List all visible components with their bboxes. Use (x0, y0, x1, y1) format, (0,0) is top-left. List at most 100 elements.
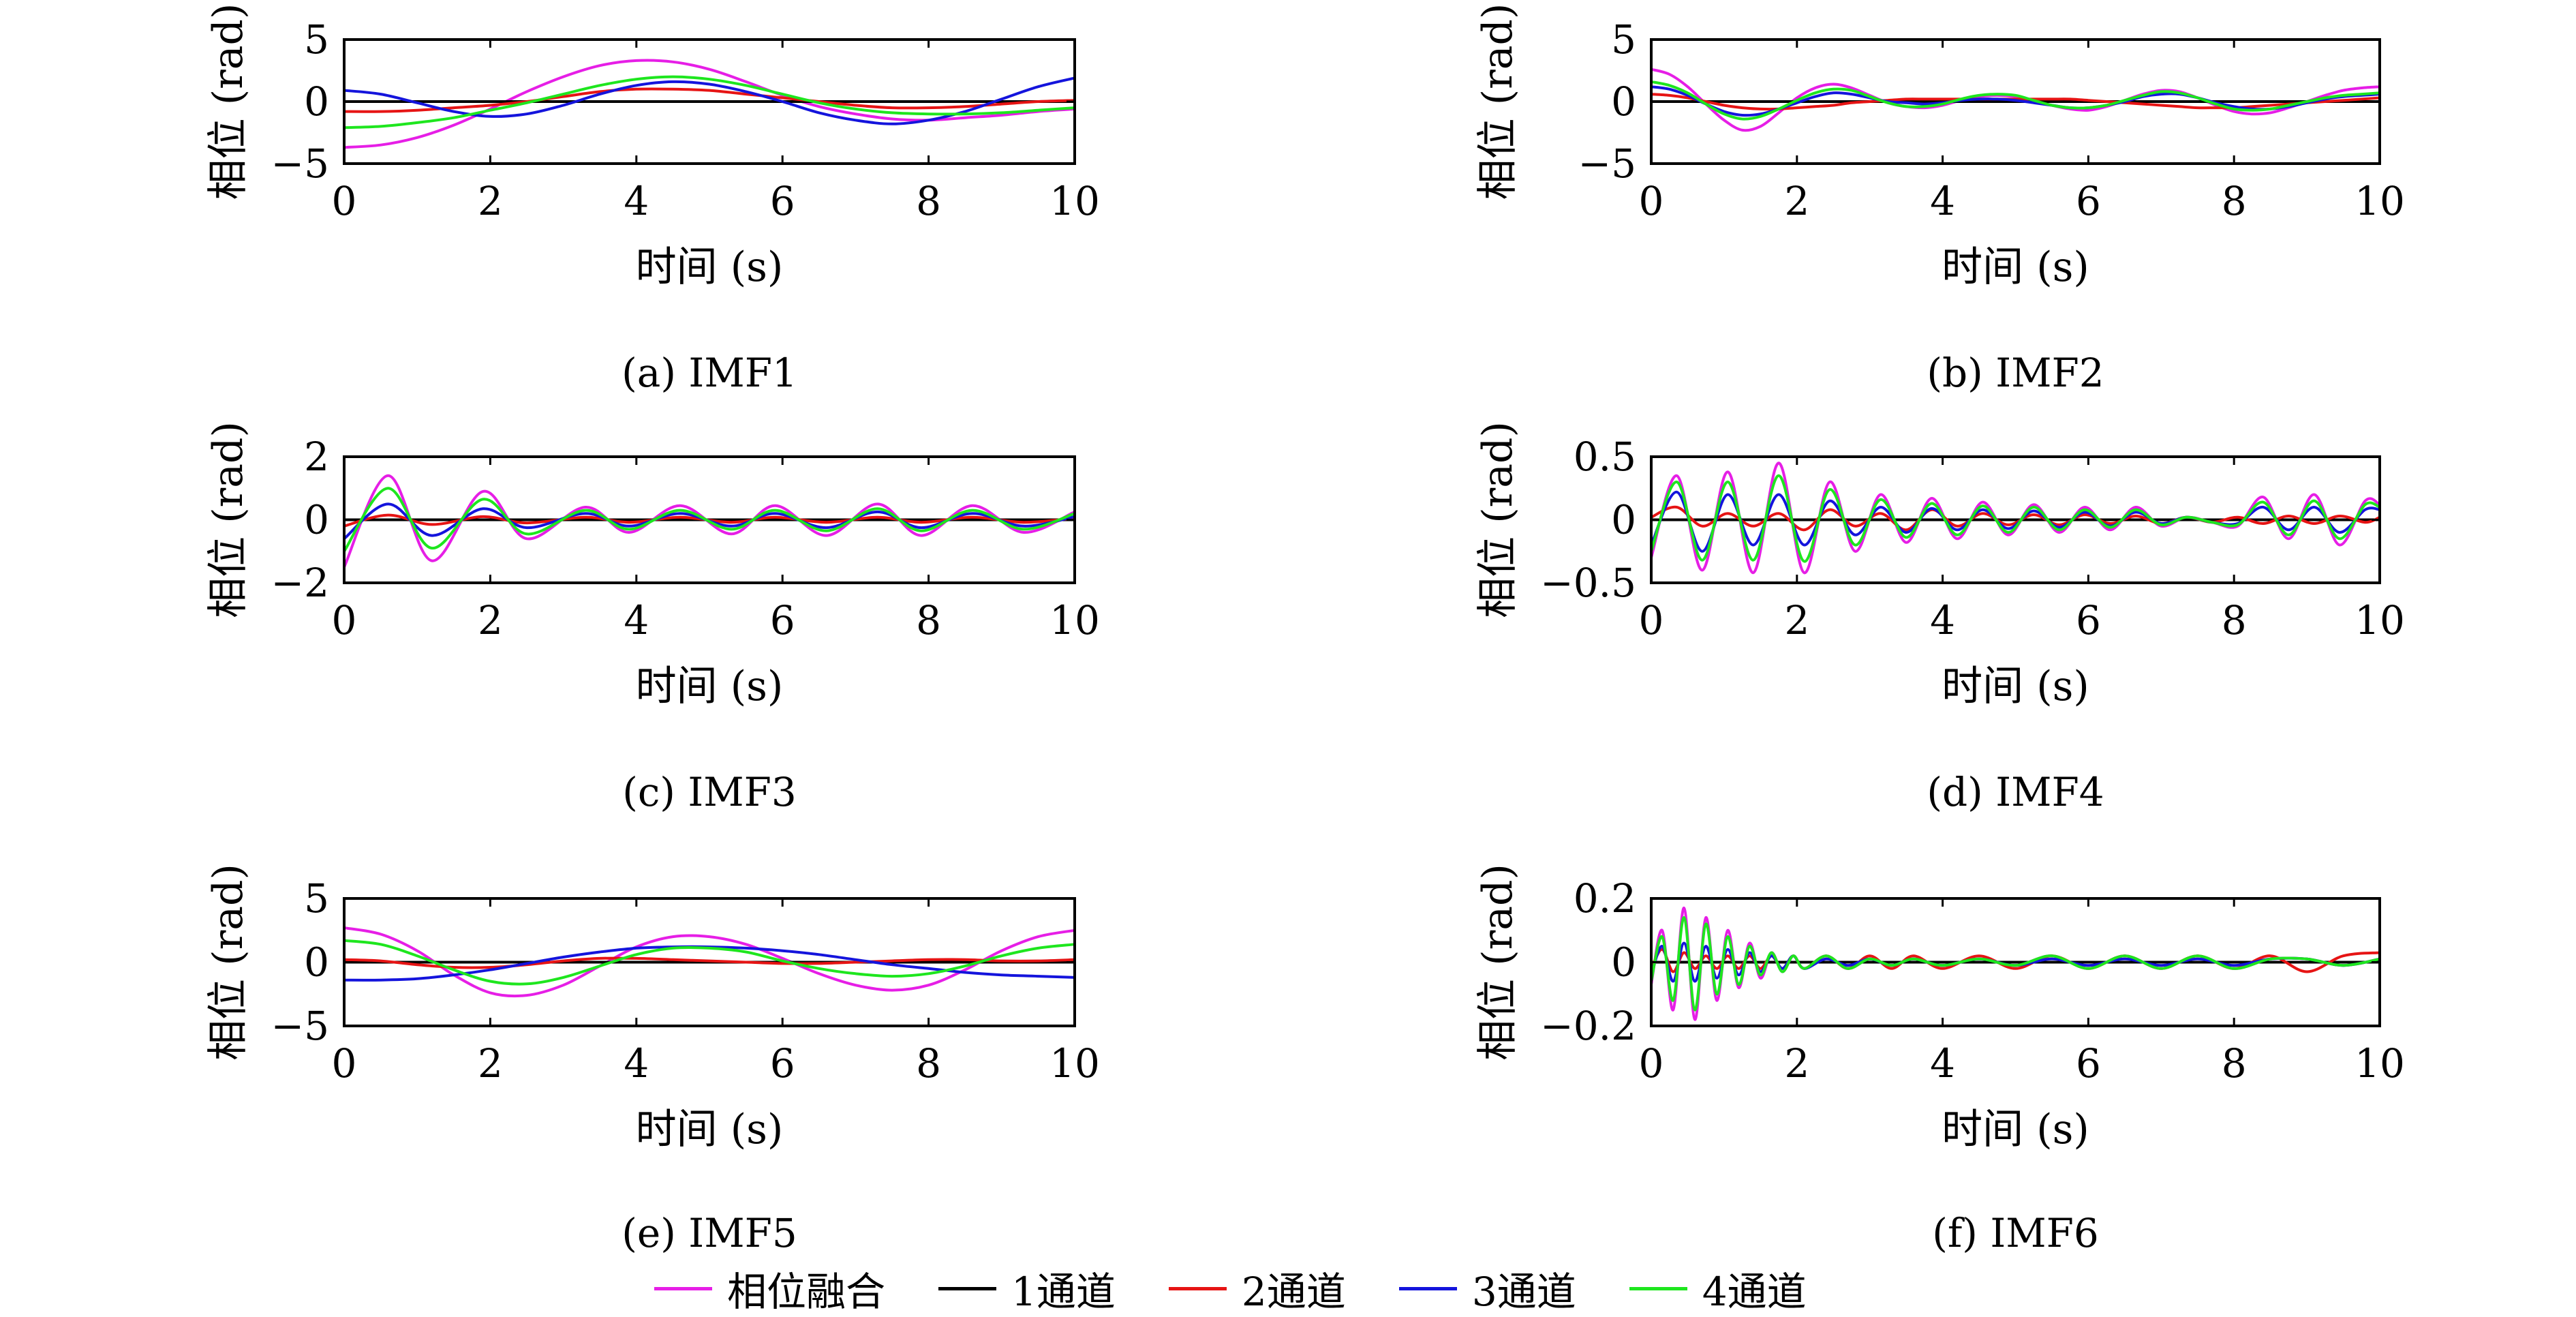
x-tick-label: 6 (770, 1040, 795, 1087)
x-tick-label: 0 (1639, 178, 1664, 224)
legend-entry: 3通道 (1398, 1260, 1576, 1317)
series-line-5 (344, 75, 1075, 130)
x-tick-label: 10 (1049, 1040, 1100, 1087)
x-axis-label: 时间 (s) (1942, 243, 2089, 291)
x-tick-label: 2 (1784, 597, 1809, 644)
x-tick-label: 10 (2355, 178, 2405, 224)
panel-4: 0 2 4 6 8 10−0.500.5时间 (s)相位 (rad) (1474, 421, 2405, 710)
x-tick-label: 4 (624, 178, 649, 224)
y-axis-label: 相位 (rad) (1474, 864, 1522, 1061)
x-tick-label: 2 (478, 597, 503, 644)
legend-swatch (938, 1286, 997, 1290)
panel-caption: (a) IMF1 (622, 350, 797, 396)
panel-caption: (c) IMF3 (622, 769, 797, 815)
x-tick-label: 4 (624, 597, 649, 644)
x-tick-label: 10 (1049, 597, 1100, 644)
series-line-1 (344, 59, 1075, 149)
panel-caption: (b) IMF2 (1927, 350, 2104, 396)
x-tick-label: 8 (2222, 1040, 2247, 1087)
y-tick-label: 0 (1611, 78, 1636, 125)
x-tick-label: 10 (1049, 178, 1100, 224)
legend-label: 4通道 (1702, 1269, 1807, 1315)
x-tick-label: 10 (2355, 1040, 2405, 1087)
series-line-1 (1651, 461, 2380, 575)
legend-entry: 1通道 (938, 1260, 1116, 1317)
x-tick-label: 6 (770, 597, 795, 644)
y-axis-label: 相位 (rad) (1474, 3, 1522, 200)
series-line-5 (1651, 80, 2380, 121)
x-tick-label: 4 (1930, 178, 1955, 224)
legend: 相位融合 1通道 2通道 3通道 4通道 (654, 1265, 1860, 1315)
legend-label: 相位融合 (727, 1269, 886, 1315)
y-tick-label: 0 (1611, 497, 1636, 543)
y-tick-label: −0.5 (1540, 560, 1636, 606)
series-line-5 (344, 487, 1075, 552)
x-tick-label: 6 (2076, 597, 2101, 644)
y-axis-label: 相位 (rad) (204, 421, 252, 618)
y-tick-label: 0.2 (1574, 875, 1636, 922)
y-tick-label: 0 (1611, 939, 1636, 986)
x-tick-label: 10 (2355, 597, 2405, 644)
x-tick-label: 2 (478, 1040, 503, 1087)
y-tick-label: −5 (271, 140, 330, 187)
x-axis-label: 时间 (s) (1942, 663, 2089, 710)
legend-entry: 4通道 (1629, 1260, 1807, 1317)
y-tick-label: 0 (304, 939, 329, 986)
legend-swatch (654, 1286, 712, 1290)
x-tick-label: 4 (1930, 597, 1955, 644)
x-tick-label: 4 (624, 1040, 649, 1087)
series-line-3 (344, 956, 1075, 969)
y-tick-label: 0.5 (1574, 434, 1636, 480)
x-tick-label: 0 (332, 178, 357, 224)
panel-caption: (e) IMF5 (622, 1210, 797, 1256)
x-axis-label: 时间 (s) (1942, 1106, 2089, 1153)
y-tick-label: −0.2 (1540, 1003, 1636, 1049)
x-tick-label: 0 (332, 1040, 357, 1087)
x-tick-label: 8 (916, 178, 941, 224)
x-tick-label: 8 (2222, 597, 2247, 644)
x-tick-label: 2 (1784, 178, 1809, 224)
x-tick-label: 4 (1930, 1040, 1955, 1087)
x-tick-label: 0 (1639, 597, 1664, 644)
series-line-1 (344, 474, 1075, 568)
x-tick-label: 6 (770, 178, 795, 224)
series-line-1 (344, 926, 1075, 998)
y-tick-label: 5 (304, 16, 329, 63)
y-tick-label: 2 (304, 434, 329, 480)
panel-caption: (d) IMF4 (1927, 769, 2104, 815)
x-tick-label: 2 (1784, 1040, 1809, 1087)
x-tick-label: 6 (2076, 178, 2101, 224)
x-axis-label: 时间 (s) (636, 663, 784, 710)
y-axis-label: 相位 (rad) (204, 3, 252, 200)
y-tick-label: 0 (304, 497, 329, 543)
legend-label: 1通道 (1011, 1269, 1116, 1315)
x-tick-label: 2 (478, 178, 503, 224)
legend-swatch (1168, 1286, 1227, 1290)
series-line-5 (344, 939, 1075, 986)
x-tick-label: 8 (916, 597, 941, 644)
y-axis-label: 相位 (rad) (204, 864, 252, 1061)
x-axis-label: 时间 (s) (636, 1106, 784, 1153)
legend-swatch (1398, 1286, 1457, 1290)
y-tick-label: 0 (304, 78, 329, 125)
y-tick-label: 5 (304, 875, 329, 922)
series-line-3 (1651, 948, 2380, 973)
series-line-5 (1651, 474, 2380, 563)
x-tick-label: 6 (2076, 1040, 2101, 1087)
y-tick-label: 5 (1611, 16, 1636, 63)
y-tick-label: −2 (271, 560, 330, 606)
y-axis-label: 相位 (rad) (1474, 421, 1522, 618)
x-tick-label: 8 (916, 1040, 941, 1087)
x-tick-label: 8 (2222, 178, 2247, 224)
x-tick-label: 0 (1639, 1040, 1664, 1087)
legend-label: 3通道 (1471, 1269, 1576, 1315)
panel-caption: (f) IMF6 (1932, 1210, 2099, 1256)
y-tick-label: −5 (271, 1003, 330, 1049)
panel-6: 0 2 4 6 8 10−0.200.2时间 (s)相位 (rad) (1474, 864, 2405, 1153)
legend-label: 2通道 (1241, 1269, 1346, 1315)
